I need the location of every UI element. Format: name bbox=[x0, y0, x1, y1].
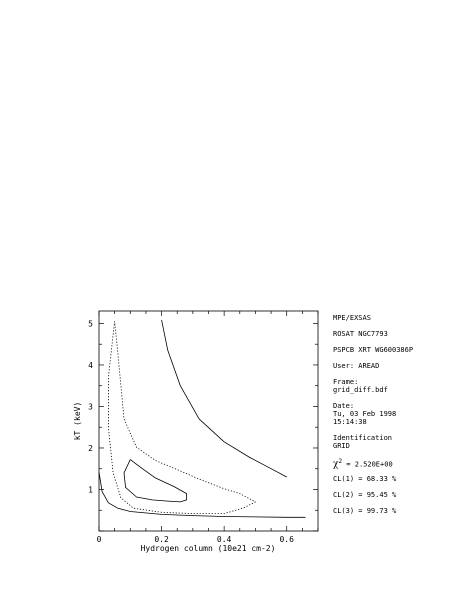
date-value: Tu, 03 Feb 1998 bbox=[333, 410, 397, 418]
info-line-target: ROSAT NGC7793 bbox=[333, 330, 388, 338]
y-tick-label: 4 bbox=[88, 361, 93, 370]
confidence-level-3: CL(3) = 99.73 % bbox=[333, 507, 397, 515]
info-line-observation: PSPCB XRT WG600386P bbox=[333, 346, 414, 354]
identification-value: GRID bbox=[333, 442, 350, 450]
axes-ticks: 0 0.2 0.4 0.6 1 2 3 4 5 bbox=[88, 311, 319, 544]
y-tick-label: 5 bbox=[88, 319, 93, 328]
x-axis-label: Hydrogen column (10e21 cm-2) bbox=[141, 544, 276, 553]
contour-line-2 bbox=[108, 321, 256, 514]
info-line-user: User: AREAD bbox=[333, 362, 380, 370]
y-tick-label: 2 bbox=[88, 444, 93, 453]
date-label: Date: bbox=[333, 402, 355, 410]
x-tick-label: 0 bbox=[97, 535, 102, 544]
time-value: 15:14:38 bbox=[333, 418, 367, 426]
contour-line-3 bbox=[161, 320, 287, 478]
y-tick-label: 3 bbox=[88, 402, 93, 411]
confidence-level-1: CL(1) = 68.33 % bbox=[333, 475, 397, 483]
chi-symbol: χ bbox=[333, 459, 339, 470]
chi-exponent: 2 bbox=[338, 458, 343, 465]
frame-label: Frame: bbox=[333, 378, 359, 386]
frame-value: grid_diff.bdf bbox=[333, 386, 388, 394]
plot-frame bbox=[98, 310, 319, 532]
info-line-exsas: MPE/EXSAS bbox=[333, 314, 371, 322]
contour-lines bbox=[98, 320, 306, 518]
identification-label: Identification bbox=[333, 434, 393, 442]
chi-square-value: = 2.520E+00 bbox=[342, 460, 393, 469]
contour-line-1 bbox=[123, 459, 188, 503]
confidence-level-2: CL(2) = 95.45 % bbox=[333, 491, 397, 499]
x-tick-label: 0.2 bbox=[154, 535, 169, 544]
y-axis-label: kT (keV) bbox=[73, 402, 82, 441]
contour-line-4 bbox=[98, 472, 306, 518]
x-tick-label: 0.4 bbox=[217, 535, 232, 544]
x-tick-label: 0.6 bbox=[279, 535, 294, 544]
chi-square-line: χ2 = 2.520E+00 bbox=[333, 458, 393, 470]
y-tick-label: 1 bbox=[88, 485, 93, 494]
